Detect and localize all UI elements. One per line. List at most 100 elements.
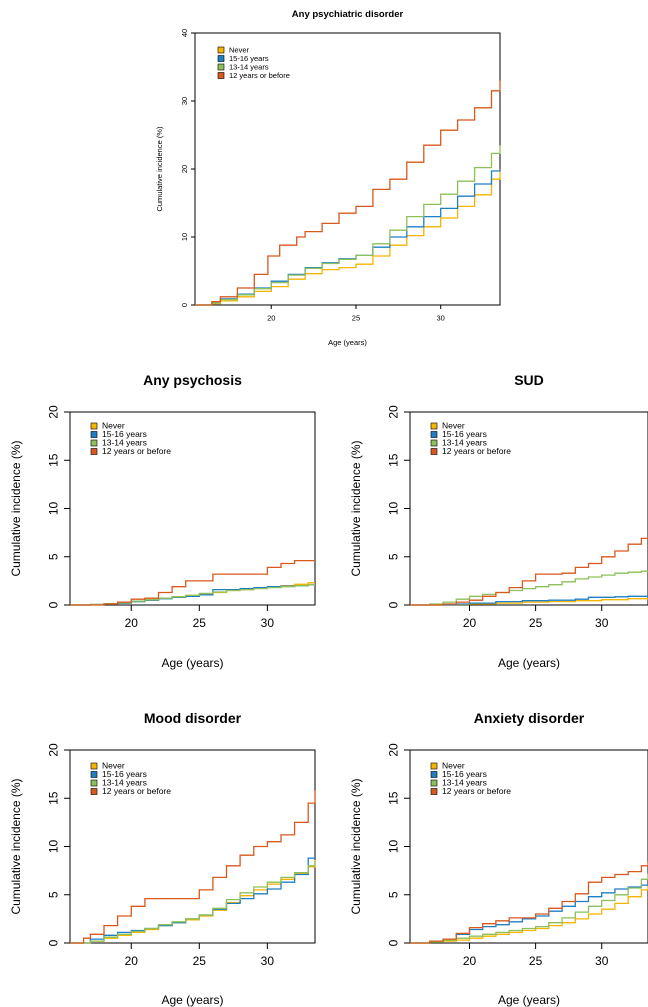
legend-label: Never [229, 46, 250, 55]
y-tick-label: 0 [46, 939, 60, 946]
x-tick-label: 30 [261, 954, 275, 968]
x-tick-label: 25 [352, 314, 360, 323]
x-tick-label: 20 [125, 954, 139, 968]
y-tick-label: 10 [386, 502, 400, 516]
x-tick-label: 25 [529, 616, 543, 630]
series-line-12-years-or-before [195, 80, 501, 306]
x-axis-label: Age (years) [498, 993, 560, 1007]
series-line-15-16-years [410, 884, 648, 944]
y-tick-label: 10 [46, 840, 60, 854]
legend-swatch [90, 788, 98, 795]
series-line-13-14-years [70, 584, 315, 606]
legend-swatch [90, 771, 98, 778]
legend-label: 13-14 years [102, 778, 147, 788]
chart-title: Any psychosis [143, 372, 242, 388]
x-tick-label: 20 [463, 954, 477, 968]
x-axis-label: Age (years) [161, 656, 223, 670]
y-tick-label: 15 [386, 791, 400, 805]
y-tick-label: 40 [180, 29, 189, 37]
series-line-15-16-years [70, 857, 315, 944]
legend-swatch [430, 422, 438, 430]
y-tick-label: 20 [386, 405, 400, 419]
y-tick-label: 20 [46, 743, 60, 757]
chart-title: SUD [514, 372, 544, 388]
series-line-never [70, 860, 316, 944]
legend-swatch [90, 779, 98, 787]
legend-label: Never [442, 761, 465, 771]
legend-swatch [90, 422, 98, 430]
y-tick-label: 30 [180, 97, 189, 105]
legend-swatch [430, 762, 438, 770]
legend-label: 15-16 years [102, 769, 147, 779]
legend-swatch [90, 439, 98, 447]
legend-label: 13-14 years [102, 438, 147, 448]
legend-label: 12 years or before [102, 446, 171, 456]
panel-mood: Mood disorder 20 25 30 0 5 10 15 20 Age (years) Cu… [9, 710, 316, 1007]
y-tick-label: 15 [386, 453, 400, 467]
panel-psychosis: Any psychosis 20 25 30 0 5 10 15 20 Age (years) Cu… [9, 372, 316, 670]
series-line-12-years-or-before [410, 537, 648, 606]
y-tick-label: 20 [46, 405, 60, 419]
legend-label: 15-16 years [442, 429, 487, 439]
y-tick-label: 15 [46, 791, 60, 805]
y-tick-label: 0 [180, 303, 189, 307]
series-line-12-years-or-before [70, 559, 315, 606]
chart-title: Mood disorder [144, 710, 242, 726]
x-tick-label: 25 [193, 954, 207, 968]
y-tick-label: 10 [46, 502, 60, 516]
legend-swatch [90, 431, 98, 438]
legend-swatch [90, 448, 98, 455]
legend-label: 15-16 years [102, 429, 147, 439]
x-tick-label: 25 [529, 954, 543, 968]
x-tick-label: 30 [595, 616, 609, 630]
legend-swatch [430, 771, 438, 778]
legend-swatch [430, 448, 438, 455]
y-tick-label: 0 [386, 939, 400, 946]
series-line-12-years-or-before [70, 790, 316, 944]
x-tick-label: 30 [595, 954, 609, 968]
x-axis-label: Age (years) [161, 993, 223, 1007]
x-tick-label: 20 [463, 616, 477, 630]
legend-label: 13-14 years [442, 438, 487, 448]
series-line-never [410, 886, 648, 944]
y-tick-label: 5 [46, 891, 60, 898]
legend-label: 15-16 years [229, 54, 269, 63]
series-line-13-14-years [410, 873, 648, 944]
series-line-13-14-years [410, 570, 648, 606]
legend-label: Never [442, 421, 465, 431]
legend-swatch [430, 779, 438, 787]
y-tick-label: 15 [46, 453, 60, 467]
y-axis-label: Cumulative incidence (%) [9, 778, 23, 914]
x-tick-label: 30 [261, 616, 275, 630]
legend-label: 13-14 years [442, 778, 487, 788]
y-tick-label: 5 [46, 553, 60, 560]
y-tick-label: 5 [386, 891, 400, 898]
y-axis-label: Cumulative incidence (%) [349, 440, 363, 576]
legend-swatch [217, 46, 225, 54]
legend-label: 12 years or before [442, 786, 511, 796]
series-line-13-14-years [70, 861, 316, 944]
panel-anxiety: Anxiety disorder 20 25 30 0 5 10 15 20 Age (years… [349, 710, 648, 1007]
legend-swatch [90, 762, 98, 770]
series-line-never [195, 169, 501, 306]
y-tick-label: 20 [386, 743, 400, 757]
y-tick-label: 10 [180, 233, 189, 241]
y-tick-label: 0 [386, 601, 400, 608]
legend-swatch [217, 72, 225, 79]
x-tick-label: 30 [437, 314, 445, 323]
chart-title: Any psychiatric disorder [292, 9, 404, 20]
legend-label: Never [102, 421, 125, 431]
y-tick-label: 20 [180, 165, 189, 173]
legend-label: 12 years or before [442, 446, 511, 456]
legend-swatch [430, 431, 438, 438]
legend-label: 13-14 years [229, 63, 269, 72]
series-line-13-14-years [195, 145, 501, 306]
legend-swatch [430, 788, 438, 795]
y-tick-label: 0 [46, 601, 60, 608]
